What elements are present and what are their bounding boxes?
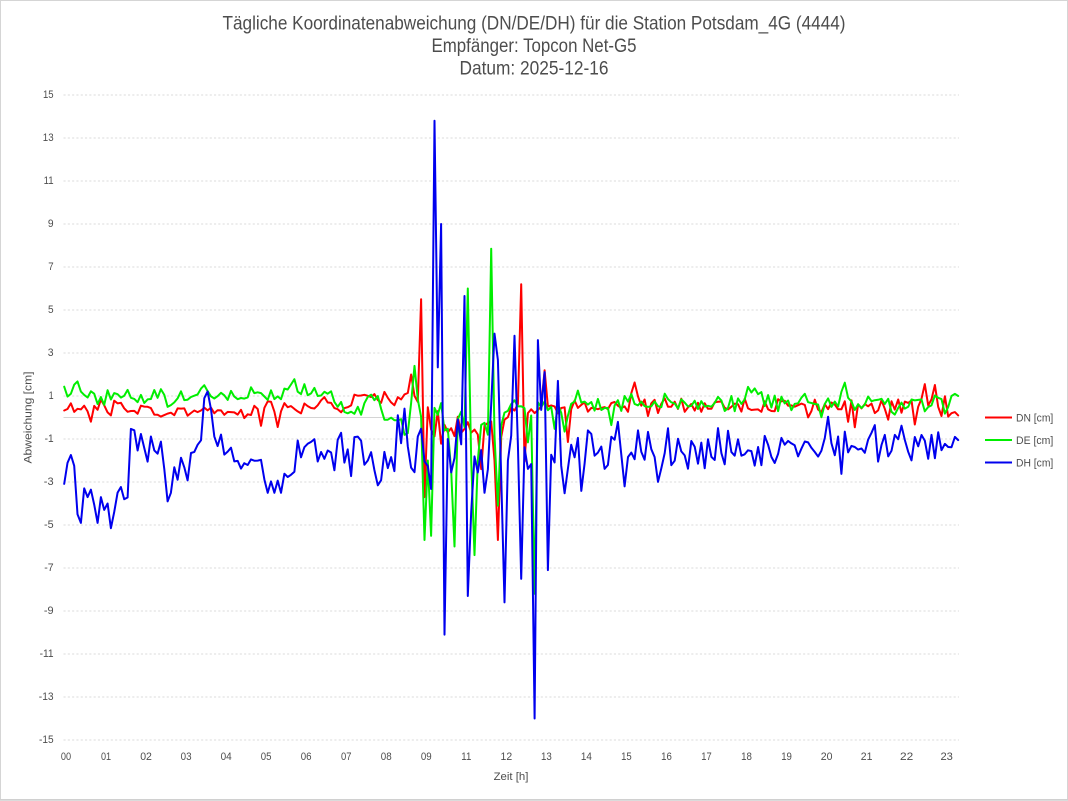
svg-text:15: 15 — [621, 751, 632, 763]
svg-text:04: 04 — [221, 751, 232, 763]
svg-text:19: 19 — [781, 751, 792, 763]
svg-text:21: 21 — [861, 751, 873, 763]
svg-text:5: 5 — [48, 304, 54, 316]
svg-text:13: 13 — [43, 132, 54, 144]
svg-text:22: 22 — [900, 751, 913, 763]
svg-text:11: 11 — [461, 751, 471, 763]
svg-text:Empfänger: Topcon Net-G5: Empfänger: Topcon Net-G5 — [432, 35, 637, 57]
svg-text:-3: -3 — [44, 476, 54, 488]
svg-text:7: 7 — [48, 261, 53, 273]
svg-text:-9: -9 — [44, 605, 54, 617]
svg-text:1: 1 — [49, 390, 54, 402]
svg-text:Zeit [h]: Zeit [h] — [494, 771, 529, 783]
svg-text:03: 03 — [181, 751, 192, 763]
svg-text:05: 05 — [261, 751, 272, 763]
svg-text:14: 14 — [581, 751, 592, 763]
svg-text:06: 06 — [301, 751, 312, 763]
svg-text:Abweichung [cm]: Abweichung [cm] — [23, 372, 35, 464]
svg-text:Datum: 2025-12-16: Datum: 2025-12-16 — [460, 58, 609, 80]
svg-text:-11: -11 — [40, 648, 54, 660]
svg-text:12: 12 — [501, 751, 513, 763]
svg-text:-1: -1 — [45, 433, 54, 445]
svg-text:-5: -5 — [44, 519, 54, 531]
svg-text:09: 09 — [421, 751, 432, 763]
svg-text:16: 16 — [661, 751, 672, 763]
svg-text:-15: -15 — [39, 734, 54, 746]
svg-text:18: 18 — [741, 751, 752, 763]
svg-text:Tägliche Koordinatenabweichung: Tägliche Koordinatenabweichung (DN/DE/DH… — [223, 13, 846, 35]
svg-text:-13: -13 — [39, 691, 54, 703]
svg-text:15: 15 — [43, 89, 54, 101]
svg-text:DH [cm]: DH [cm] — [1016, 457, 1053, 469]
svg-text:-7: -7 — [44, 562, 53, 574]
svg-text:9: 9 — [48, 218, 54, 230]
svg-text:00: 00 — [61, 751, 71, 763]
svg-text:07: 07 — [341, 751, 352, 763]
svg-text:23: 23 — [940, 751, 952, 763]
svg-text:20: 20 — [821, 751, 833, 763]
svg-text:01: 01 — [101, 751, 111, 763]
svg-text:DN [cm]: DN [cm] — [1016, 412, 1053, 424]
svg-text:08: 08 — [381, 751, 392, 763]
svg-text:13: 13 — [541, 751, 552, 763]
svg-text:DE [cm]: DE [cm] — [1016, 435, 1053, 447]
svg-text:02: 02 — [140, 751, 152, 763]
svg-text:3: 3 — [48, 347, 54, 359]
svg-text:11: 11 — [44, 175, 54, 187]
svg-text:17: 17 — [701, 751, 711, 763]
